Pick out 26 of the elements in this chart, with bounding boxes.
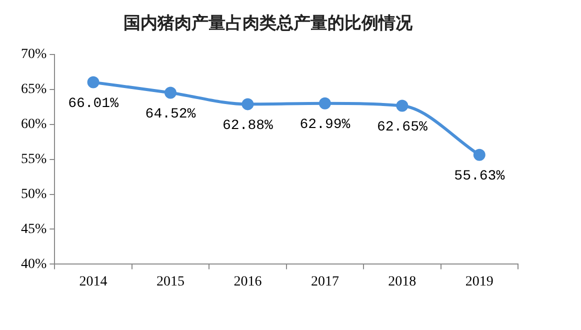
data-label: 62.88% [222,118,274,134]
point [242,98,254,110]
x-tick-label: 2019 [465,274,494,290]
y-tick-label: 60% [20,117,47,132]
x-tick-label: 2014 [79,274,108,290]
y-tick-label: 45% [20,222,47,237]
y-tick-label: 50% [20,186,47,202]
y-tick-label: 40% [20,256,47,272]
point [318,97,331,110]
point [87,76,100,88]
data-label: 55.63% [454,168,506,185]
x-tick-label: 2016 [234,274,262,290]
point [164,86,176,99]
y-tick-label: 70% [20,47,47,62]
data-label: 64.52% [145,106,196,122]
x-tick-label: 2018 [388,274,416,290]
data-label: 62.99% [300,117,351,134]
y-tick-label: 55% [20,152,47,167]
point [396,100,408,112]
x-tick-label: 2015 [156,274,184,290]
data-label: 62.65% [376,120,428,136]
x-tick-label: 2017 [310,274,339,290]
data-label: 66.01% [68,96,120,112]
point [473,148,486,161]
y-tick-label: 65% [20,82,47,98]
chart-title: 国内猪肉产量占肉类总产量的比例情况 [124,14,414,33]
